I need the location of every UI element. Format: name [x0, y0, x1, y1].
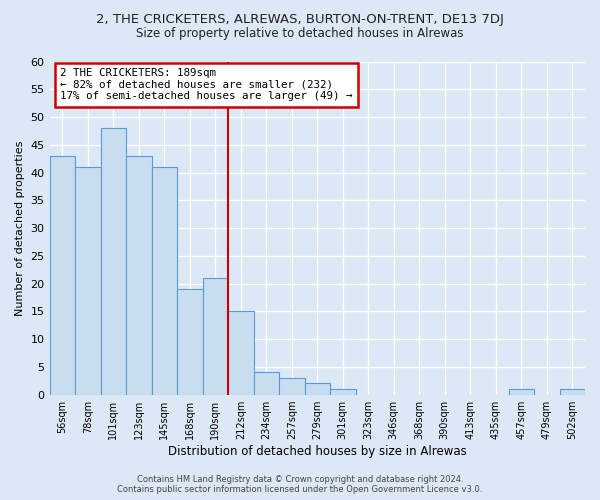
Bar	[75, 167, 101, 394]
Bar	[305, 384, 330, 394]
Bar	[330, 389, 356, 394]
Bar	[50, 156, 75, 394]
Bar	[254, 372, 279, 394]
Bar	[152, 167, 177, 394]
Bar	[126, 156, 152, 394]
Text: Size of property relative to detached houses in Alrewas: Size of property relative to detached ho…	[136, 28, 464, 40]
Text: 2 THE CRICKETERS: 189sqm
← 82% of detached houses are smaller (232)
17% of semi-: 2 THE CRICKETERS: 189sqm ← 82% of detach…	[60, 68, 353, 102]
Bar	[228, 312, 254, 394]
Text: Contains HM Land Registry data © Crown copyright and database right 2024.
Contai: Contains HM Land Registry data © Crown c…	[118, 474, 482, 494]
Bar	[203, 278, 228, 394]
Y-axis label: Number of detached properties: Number of detached properties	[15, 140, 25, 316]
X-axis label: Distribution of detached houses by size in Alrewas: Distribution of detached houses by size …	[168, 444, 467, 458]
Bar	[279, 378, 305, 394]
Bar	[560, 389, 585, 394]
Bar	[509, 389, 534, 394]
Bar	[101, 128, 126, 394]
Bar	[177, 289, 203, 395]
Text: 2, THE CRICKETERS, ALREWAS, BURTON-ON-TRENT, DE13 7DJ: 2, THE CRICKETERS, ALREWAS, BURTON-ON-TR…	[96, 12, 504, 26]
